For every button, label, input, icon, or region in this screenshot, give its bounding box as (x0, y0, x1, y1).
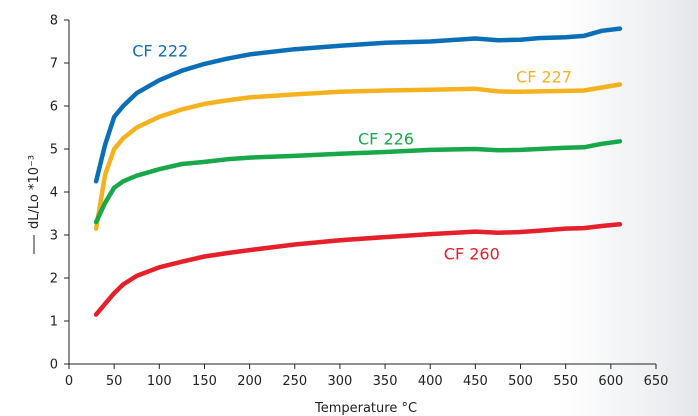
x-axis-title: Temperature °C (314, 401, 417, 416)
y-tick-label: 0 (50, 358, 58, 373)
series-lines (93, 26, 623, 317)
x-tick-label: 250 (282, 374, 307, 389)
series-label-cf-260: CF 260 (444, 245, 500, 264)
series-line-cf-226 (93, 139, 623, 225)
series-label-cf-227: CF 227 (516, 67, 572, 86)
series-line-cf-260 (93, 222, 623, 317)
y-tick-label: 5 (50, 143, 58, 158)
x-tick-label: 550 (553, 374, 578, 389)
x-tick-label: 50 (106, 374, 123, 389)
x-tick-label: 650 (644, 374, 669, 389)
x-tick-label: 500 (508, 374, 533, 389)
x-tick-label: 150 (192, 374, 217, 389)
series-line-cf-227 (93, 82, 623, 231)
axes: 0 1 2 3 4 5 6 7 8 0 50 100 150 200 250 300 350 400 450 500 5… (50, 14, 669, 390)
x-tick-label: 600 (598, 374, 623, 389)
x-tick-label: 400 (418, 374, 443, 389)
y-axis-title: dL/Lo *10⁻³ (27, 155, 42, 229)
y-tick-label: 7 (50, 57, 58, 72)
y-axis-title-group: dL/Lo *10⁻³ (27, 155, 42, 254)
series-labels: CF 222 CF 227 CF 226 CF 260 (132, 42, 572, 264)
x-tick-label: 350 (373, 374, 398, 389)
x-tick-label: 200 (237, 374, 262, 389)
y-tick-label: 8 (50, 14, 58, 29)
y-tick-label: 6 (50, 100, 58, 115)
series-label-cf-222: CF 222 (132, 42, 188, 61)
x-tick-label: 450 (463, 374, 488, 389)
y-tick-label: 3 (50, 229, 58, 244)
y-tick-label: 4 (50, 186, 58, 201)
x-tick-label: 0 (65, 374, 73, 389)
x-tick-label: 100 (147, 374, 172, 389)
y-tick-label: 1 (50, 315, 58, 330)
x-tick-label: 300 (328, 374, 353, 389)
series-label-cf-226: CF 226 (358, 130, 414, 149)
y-tick-label: 2 (50, 272, 58, 287)
series-line-cf-222 (93, 26, 623, 184)
